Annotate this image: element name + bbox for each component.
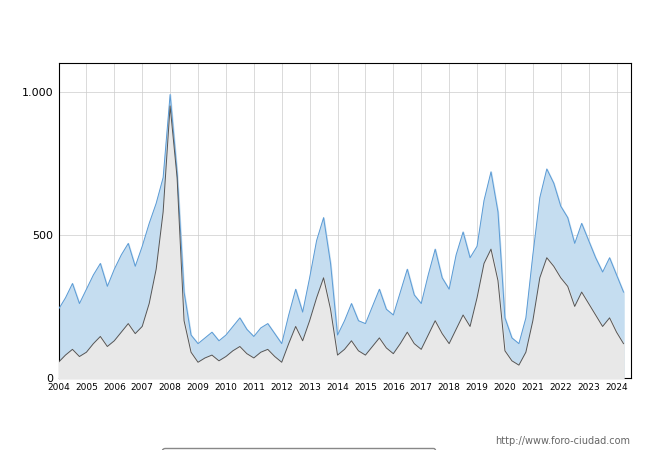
Legend: Viviendas Nuevas, Viviendas Usadas: Viviendas Nuevas, Viviendas Usadas [162, 448, 435, 450]
Text: http://www.foro-ciudad.com: http://www.foro-ciudad.com [495, 436, 630, 446]
Text: Getafe - Evolucion del Nº de Transacciones Inmobiliarias: Getafe - Evolucion del Nº de Transaccion… [118, 19, 532, 35]
